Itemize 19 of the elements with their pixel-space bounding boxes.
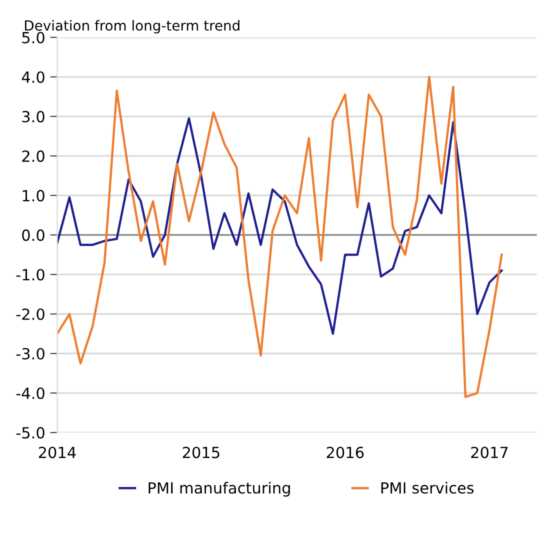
x-tick-label: 2016: [326, 446, 364, 458]
x-tick-label: 2014: [38, 446, 76, 458]
line-series: [57, 76, 503, 398]
y-tick-label: -3.0: [16, 348, 44, 360]
y-tick-label: 2.0: [22, 150, 44, 162]
y-tick-label: 3.0: [22, 110, 44, 122]
y-tick-label: -1.0: [16, 268, 44, 280]
y-tick-label: 1.0: [22, 190, 44, 202]
y-tick-label: -2.0: [16, 308, 44, 320]
y-tick-label: 0.0: [22, 229, 44, 241]
legend-label: PMI manufacturing: [148, 482, 290, 497]
y-tick-label: 5.0: [22, 32, 44, 44]
line-series: [57, 117, 503, 335]
legend-label: PMI services: [381, 482, 474, 494]
x-tick-label: 2015: [182, 446, 220, 458]
y-tick-label: -4.0: [16, 387, 44, 400]
y-tick-label: 4.0: [22, 71, 44, 83]
x-tick-label: 2017: [471, 446, 508, 458]
y-tick-label: -5.0: [16, 427, 44, 439]
